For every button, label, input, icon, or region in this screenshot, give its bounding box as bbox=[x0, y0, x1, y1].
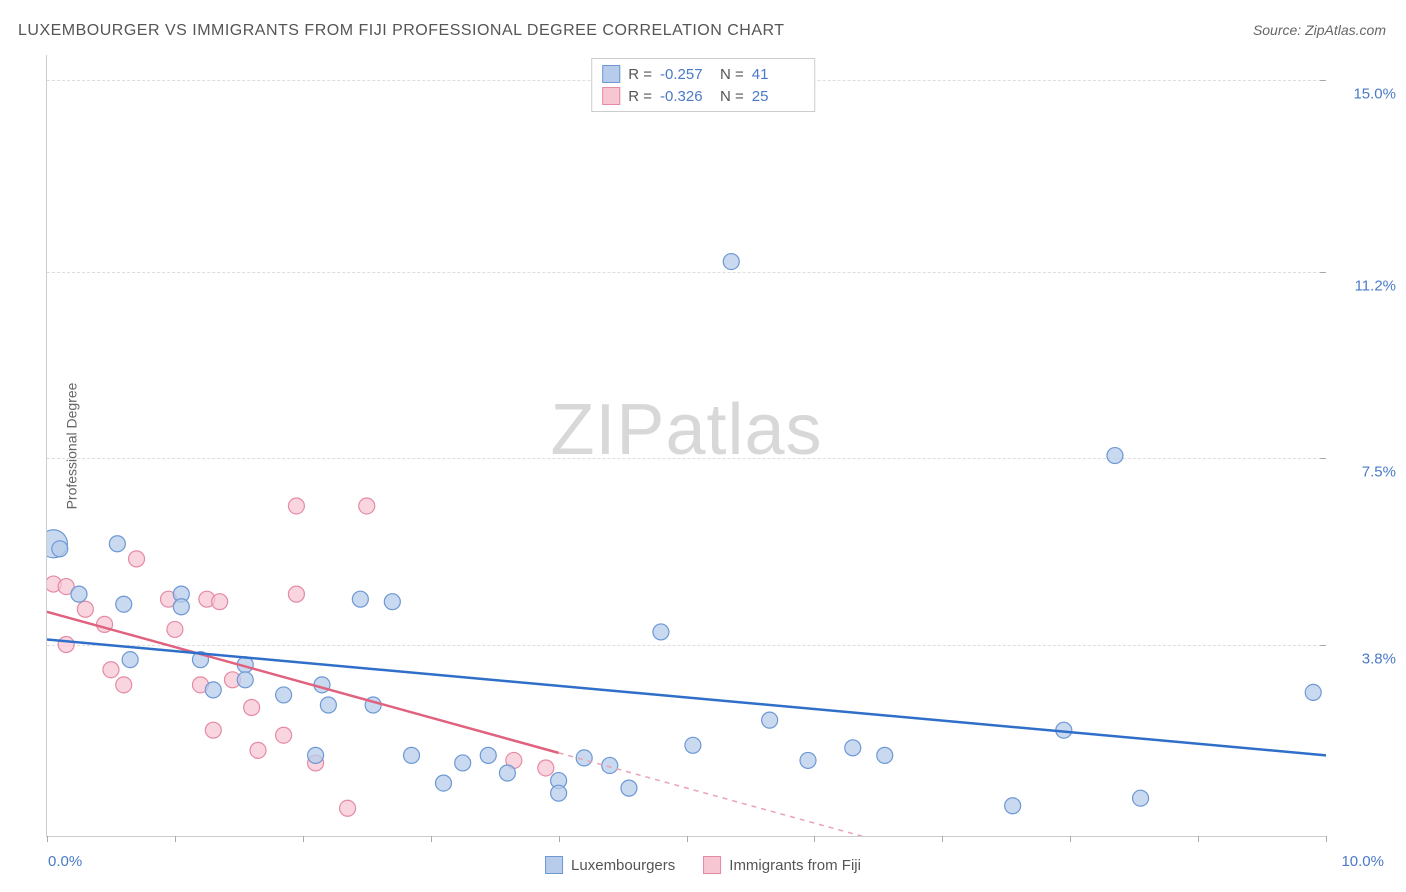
source-attribution: Source: ZipAtlas.com bbox=[1253, 22, 1386, 38]
x-tick bbox=[431, 836, 432, 842]
scatter-point[interactable] bbox=[288, 586, 304, 602]
scatter-point[interactable] bbox=[52, 541, 68, 557]
x-tick bbox=[303, 836, 304, 842]
scatter-point[interactable] bbox=[308, 747, 324, 763]
scatter-point[interactable] bbox=[77, 601, 93, 617]
x-tick bbox=[559, 836, 560, 842]
scatter-point[interactable] bbox=[621, 780, 637, 796]
legend-swatch bbox=[703, 856, 721, 874]
legend-swatch bbox=[545, 856, 563, 874]
scatter-point[interactable] bbox=[205, 722, 221, 738]
correlation-legend: R = -0.257 N = 41 R = -0.326 N = 25 bbox=[591, 58, 815, 112]
scatter-point[interactable] bbox=[276, 727, 292, 743]
scatter-point[interactable] bbox=[173, 599, 189, 615]
scatter-point[interactable] bbox=[435, 775, 451, 791]
correlation-legend-row: R = -0.257 N = 41 bbox=[602, 63, 804, 85]
plot-area: ZIPatlas 3.8%7.5%11.2%15.0% bbox=[46, 55, 1326, 837]
scatter-point[interactable] bbox=[352, 591, 368, 607]
chart-container: LUXEMBOURGER VS IMMIGRANTS FROM FIJI PRO… bbox=[0, 0, 1406, 892]
scatter-point[interactable] bbox=[167, 621, 183, 637]
legend-item: Luxembourgers bbox=[545, 856, 675, 874]
scatter-point[interactable] bbox=[384, 594, 400, 610]
trend-line bbox=[559, 753, 981, 836]
scatter-point[interactable] bbox=[276, 687, 292, 703]
x-axis-min-label: 0.0% bbox=[48, 853, 82, 870]
scatter-point[interactable] bbox=[499, 765, 515, 781]
scatter-point[interactable] bbox=[602, 757, 618, 773]
scatter-point[interactable] bbox=[237, 672, 253, 688]
scatter-point[interactable] bbox=[116, 677, 132, 693]
scatter-point[interactable] bbox=[800, 752, 816, 768]
scatter-point[interactable] bbox=[129, 551, 145, 567]
r-value: -0.326 bbox=[660, 88, 712, 105]
correlation-legend-row: R = -0.326 N = 25 bbox=[602, 85, 804, 107]
scatter-point[interactable] bbox=[116, 596, 132, 612]
source-label: Source: bbox=[1253, 22, 1305, 38]
r-value: -0.257 bbox=[660, 66, 712, 83]
scatter-point[interactable] bbox=[244, 700, 260, 716]
scatter-point[interactable] bbox=[538, 760, 554, 776]
r-label: R = bbox=[628, 66, 652, 83]
scatter-point[interactable] bbox=[1133, 790, 1149, 806]
scatter-point[interactable] bbox=[723, 254, 739, 270]
x-tick bbox=[175, 836, 176, 842]
y-tick-label: 11.2% bbox=[1336, 277, 1396, 294]
n-value: 41 bbox=[752, 66, 804, 83]
legend-label: Immigrants from Fiji bbox=[729, 857, 861, 874]
scatter-point[interactable] bbox=[58, 637, 74, 653]
legend-swatch bbox=[602, 65, 620, 83]
n-label: N = bbox=[720, 88, 744, 105]
y-tick-label: 7.5% bbox=[1336, 464, 1396, 481]
legend-swatch bbox=[602, 87, 620, 105]
x-axis-max-label: 10.0% bbox=[1341, 853, 1384, 870]
scatter-point[interactable] bbox=[205, 682, 221, 698]
y-tick-label: 3.8% bbox=[1336, 650, 1396, 667]
scatter-point[interactable] bbox=[320, 697, 336, 713]
source-name[interactable]: ZipAtlas.com bbox=[1305, 22, 1386, 38]
x-tick bbox=[814, 836, 815, 842]
scatter-point[interactable] bbox=[685, 737, 701, 753]
scatter-point[interactable] bbox=[480, 747, 496, 763]
scatter-point[interactable] bbox=[288, 498, 304, 514]
x-tick bbox=[1070, 836, 1071, 842]
scatter-point[interactable] bbox=[845, 740, 861, 756]
scatter-point[interactable] bbox=[359, 498, 375, 514]
scatter-point[interactable] bbox=[404, 747, 420, 763]
scatter-point[interactable] bbox=[122, 652, 138, 668]
scatter-point[interactable] bbox=[109, 536, 125, 552]
x-tick bbox=[47, 836, 48, 842]
scatter-point[interactable] bbox=[653, 624, 669, 640]
scatter-point[interactable] bbox=[71, 586, 87, 602]
n-value: 25 bbox=[752, 88, 804, 105]
y-tick-label: 15.0% bbox=[1336, 86, 1396, 103]
x-tick bbox=[1326, 836, 1327, 842]
x-tick bbox=[687, 836, 688, 842]
n-label: N = bbox=[720, 66, 744, 83]
scatter-point[interactable] bbox=[762, 712, 778, 728]
legend-item: Immigrants from Fiji bbox=[703, 856, 861, 874]
scatter-point[interactable] bbox=[103, 662, 119, 678]
scatter-point[interactable] bbox=[455, 755, 471, 771]
scatter-point[interactable] bbox=[1107, 448, 1123, 464]
scatter-svg bbox=[47, 55, 1326, 836]
scatter-point[interactable] bbox=[1005, 798, 1021, 814]
scatter-point[interactable] bbox=[340, 800, 356, 816]
scatter-point[interactable] bbox=[250, 742, 266, 758]
chart-title: LUXEMBOURGER VS IMMIGRANTS FROM FIJI PRO… bbox=[18, 22, 785, 40]
x-tick bbox=[942, 836, 943, 842]
scatter-point[interactable] bbox=[1305, 684, 1321, 700]
scatter-point[interactable] bbox=[551, 785, 567, 801]
series-legend: Luxembourgers Immigrants from Fiji bbox=[545, 856, 861, 874]
scatter-point[interactable] bbox=[877, 747, 893, 763]
legend-label: Luxembourgers bbox=[571, 857, 675, 874]
x-tick bbox=[1198, 836, 1199, 842]
trend-line bbox=[47, 639, 1326, 755]
scatter-point[interactable] bbox=[212, 594, 228, 610]
r-label: R = bbox=[628, 88, 652, 105]
